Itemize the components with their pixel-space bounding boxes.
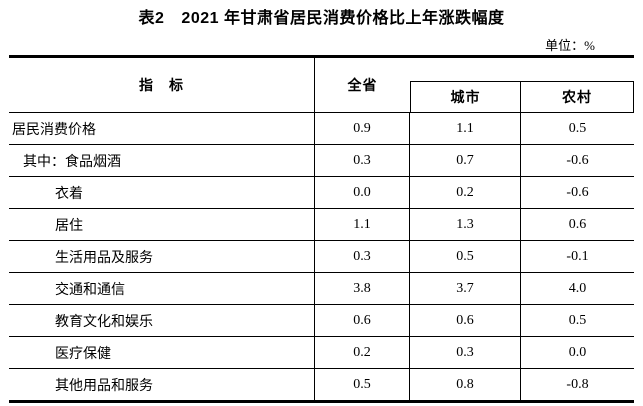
row-value-rural: -0.6: [566, 184, 589, 200]
row-label: 生活用品及服务: [9, 241, 315, 272]
row-label: 居民消费价格: [9, 113, 315, 144]
row-value-province: 0.5: [315, 369, 410, 400]
price-change-table: 指 标 全省 城市 农村 居民消费价格 0.9 1.1 0.5 其中：食品烟酒 …: [9, 55, 634, 403]
row-label: 交通和通信: [9, 273, 315, 304]
row-value-province: 0.9: [315, 113, 410, 144]
table-row: 教育文化和娱乐 0.6 0.6 0.5: [9, 305, 634, 337]
row-value-province: 0.6: [315, 305, 410, 336]
row-value-city: 0.5: [410, 241, 521, 272]
row-value-city: 1.1: [410, 113, 521, 144]
table-row: 生活用品及服务 0.3 0.5 -0.1: [9, 241, 634, 273]
row-label: 其他用品和服务: [9, 369, 315, 400]
row-value-rural: -0.8: [566, 376, 589, 392]
row-value-province: 1.1: [315, 209, 410, 240]
row-value-city: 1.3: [410, 209, 521, 240]
header-subsection: 城市 农村: [410, 58, 634, 112]
row-value-city: 0.3: [410, 337, 521, 368]
row-value-rural: -0.1: [566, 248, 589, 264]
table-row: 居民消费价格 0.9 1.1 0.5: [9, 113, 634, 145]
row-value-city: 0.8: [410, 369, 521, 400]
table-row: 居住 1.1 1.3 0.6: [9, 209, 634, 241]
row-value-province: 0.2: [315, 337, 410, 368]
row-value-province: 3.8: [315, 273, 410, 304]
table-row: 医疗保健 0.2 0.3 0.0: [9, 337, 634, 369]
header-rural: 农村: [521, 82, 634, 112]
header-indicator: 指 标: [9, 58, 315, 112]
table-title: 表2 2021 年甘肃省居民消费价格比上年涨跌幅度: [0, 4, 643, 28]
row-label: 医疗保健: [9, 337, 315, 368]
row-value-rural: 0.6: [568, 216, 587, 232]
row-value-rural: -0.6: [566, 152, 589, 168]
row-value-rural: 0.5: [568, 120, 587, 136]
table-number: 表2: [138, 10, 165, 27]
row-label: 居住: [9, 209, 315, 240]
table-header-row: 指 标 全省 城市 农村: [9, 58, 634, 113]
table-row: 其他用品和服务 0.5 0.8 -0.8: [9, 369, 634, 400]
row-value-city: 0.6: [410, 305, 521, 336]
row-value-province: 0.3: [315, 145, 410, 176]
row-value-province: 0.0: [315, 177, 410, 208]
row-value-city: 0.7: [410, 145, 521, 176]
row-label: 衣着: [9, 177, 315, 208]
row-label: 教育文化和娱乐: [9, 305, 315, 336]
table-row: 其中：食品烟酒 0.3 0.7 -0.6: [9, 145, 634, 177]
header-province: 全省: [347, 79, 378, 94]
table-title-text: 2021 年甘肃省居民消费价格比上年涨跌幅度: [181, 10, 505, 27]
row-value-city: 3.7: [410, 273, 521, 304]
row-label: 其中：食品烟酒: [9, 145, 315, 176]
table-row: 交通和通信 3.8 3.7 4.0: [9, 273, 634, 305]
row-value-rural: 0.5: [568, 312, 587, 328]
row-value-city: 0.2: [410, 177, 521, 208]
row-value-province: 0.3: [315, 241, 410, 272]
header-city: 城市: [411, 82, 521, 112]
header-subrow: 城市 农村: [410, 81, 634, 112]
row-value-rural: 4.0: [568, 280, 587, 296]
table-row: 衣着 0.0 0.2 -0.6: [9, 177, 634, 209]
unit-note: 单位：%: [545, 38, 595, 53]
header-blank-cell: [410, 58, 634, 81]
row-value-rural: 0.0: [568, 344, 587, 360]
